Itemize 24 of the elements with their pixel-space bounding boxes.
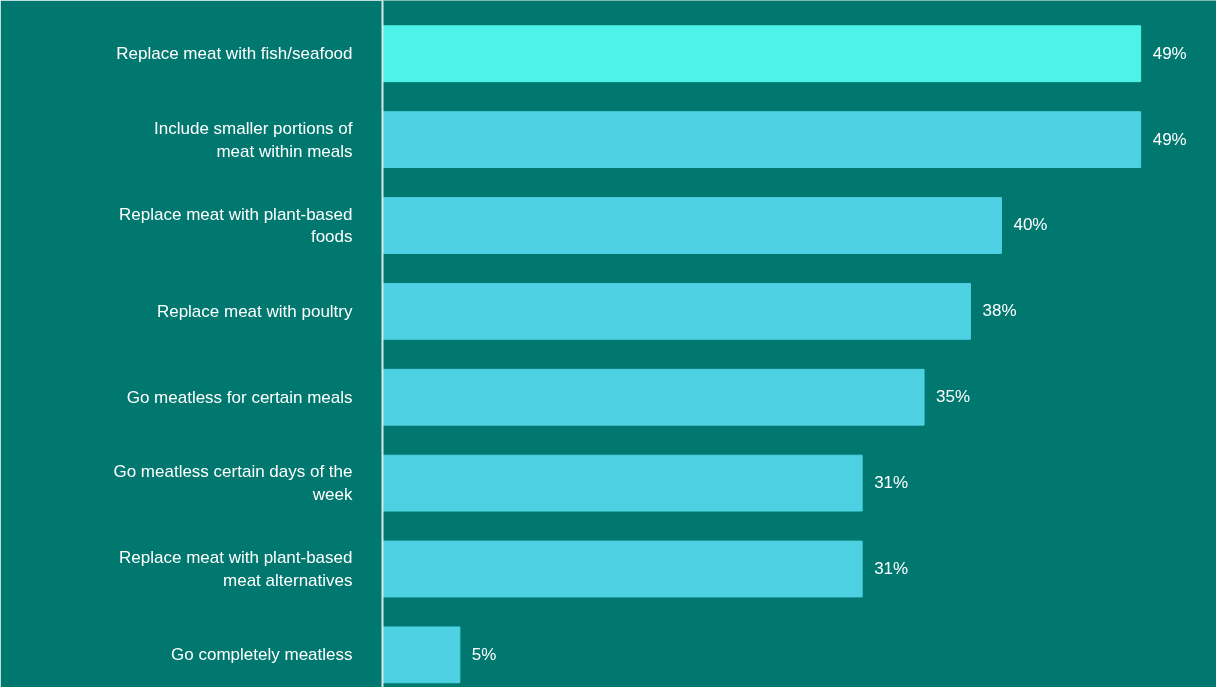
y-tick-label: Include smaller portions of meat within meals	[154, 118, 353, 161]
data-label: 40%	[1013, 215, 1048, 235]
data-label: 49%	[1152, 43, 1187, 63]
y-tick-label: Replace meat with plant-based foods	[119, 204, 353, 247]
bar	[382, 626, 461, 684]
bar	[382, 197, 1002, 254]
bar	[382, 454, 863, 512]
bar	[382, 368, 925, 426]
data-label: 31%	[874, 473, 909, 493]
y-tick-label: Go meatless for certain meals	[126, 387, 353, 407]
data-label: 49%	[1152, 129, 1187, 149]
data-label: 35%	[936, 387, 971, 407]
bar	[382, 282, 971, 340]
data-label: 38%	[982, 301, 1017, 321]
y-tick-label: Go completely meatless	[171, 645, 353, 665]
y-tick-label: Go meatless certain days of the week	[113, 462, 353, 505]
data-label: 31%	[874, 558, 909, 578]
y-tick-label: Replace meat with fish/seafood	[116, 44, 353, 64]
bar	[382, 540, 863, 598]
bar	[382, 25, 1142, 83]
y-tick-label: Replace meat with poultry	[156, 301, 353, 321]
data-label: 5%	[471, 644, 497, 664]
bar	[382, 111, 1142, 169]
y-tick-label: Replace meat with plant-based meat alternatives	[119, 548, 353, 590]
